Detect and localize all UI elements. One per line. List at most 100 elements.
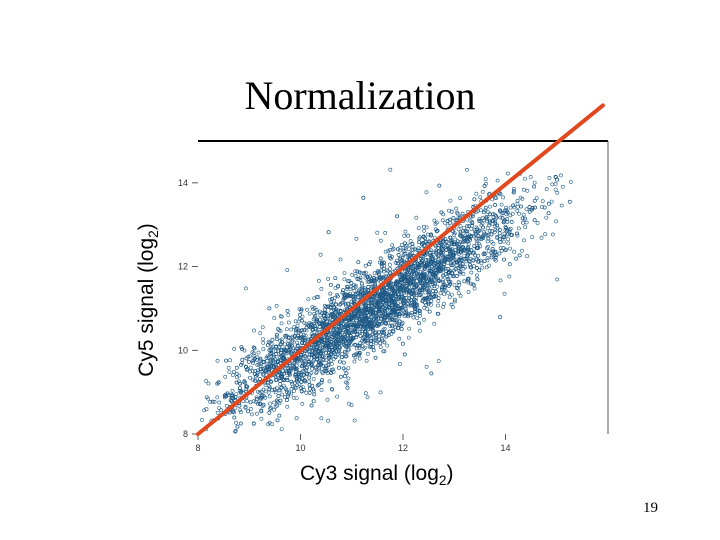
data-point [555,190,560,195]
data-point [458,231,463,236]
data-point [331,313,336,318]
data-point [360,320,365,325]
data-point [345,285,350,290]
data-point [276,388,281,393]
data-point [248,365,253,370]
data-point [522,238,526,243]
data-point [555,277,560,282]
data-point [333,354,338,359]
data-point [417,321,422,326]
data-point [276,359,281,363]
data-point [414,271,419,276]
data-point [226,365,231,370]
data-point [303,354,307,359]
data-point [335,294,340,299]
data-point [311,333,316,338]
data-point [256,350,261,355]
data-point [420,287,424,292]
data-point [215,381,220,386]
data-point [489,239,494,244]
data-point [299,380,304,384]
data-point [261,387,266,392]
data-point [392,312,397,317]
data-point [362,286,367,291]
data-point [436,296,441,300]
data-point [455,239,460,244]
page-number: 19 [643,500,658,516]
data-point [487,204,492,209]
data-point [501,195,506,200]
data-point [450,253,455,258]
data-point [293,380,298,385]
data-point [269,351,274,355]
data-point [381,293,386,298]
data-point [311,352,316,356]
data-point [390,243,395,248]
data-point [316,382,321,387]
data-point [315,383,320,388]
data-point [418,293,422,298]
data-point [274,398,279,403]
data-point [388,296,393,301]
data-point [329,351,334,356]
data-point [445,244,450,249]
data-point [421,224,426,229]
data-point [311,307,316,312]
data-point [378,316,383,321]
y-axis-label: Cy5 signal (log2) [135,223,161,377]
data-point [285,376,290,380]
data-point [338,308,343,313]
data-point [422,266,427,271]
data-point [243,405,248,410]
data-point [261,340,266,345]
data-point [510,233,514,237]
data-point [273,374,278,379]
data-point [265,358,270,363]
data-point [378,314,383,319]
data-point [512,186,516,191]
data-point [445,223,450,228]
data-point [459,250,463,255]
data-point [227,370,232,375]
data-point [346,301,351,306]
data-point [295,343,300,348]
data-point [458,270,463,274]
data-point [424,190,429,195]
data-point [399,295,404,300]
data-point [378,256,383,261]
data-point [346,317,351,322]
data-point [487,223,492,228]
data-point [512,189,516,194]
data-point [384,333,389,338]
data-point [304,390,309,395]
data-point [505,232,510,237]
data-point [378,345,383,350]
data-point [433,250,438,255]
data-point [318,354,322,358]
data-point [317,309,322,314]
data-point [371,348,376,353]
data-point [437,241,442,246]
data-point [474,257,479,262]
data-point [452,299,457,304]
data-point [393,290,397,295]
data-point [406,253,411,258]
data-point [440,218,445,223]
data-point [446,276,451,281]
data-point [259,367,263,372]
data-point [424,225,429,230]
data-point [297,382,302,387]
data-point [276,348,281,353]
data-point [278,388,283,393]
data-point [373,338,377,343]
data-point [404,308,408,313]
data-point [411,281,416,286]
data-point [376,270,381,275]
data-point [433,261,438,266]
data-point [497,251,502,256]
data-point [318,346,323,351]
data-point [466,276,471,281]
data-point [356,290,361,295]
data-point [373,331,378,335]
data-point [362,323,366,328]
